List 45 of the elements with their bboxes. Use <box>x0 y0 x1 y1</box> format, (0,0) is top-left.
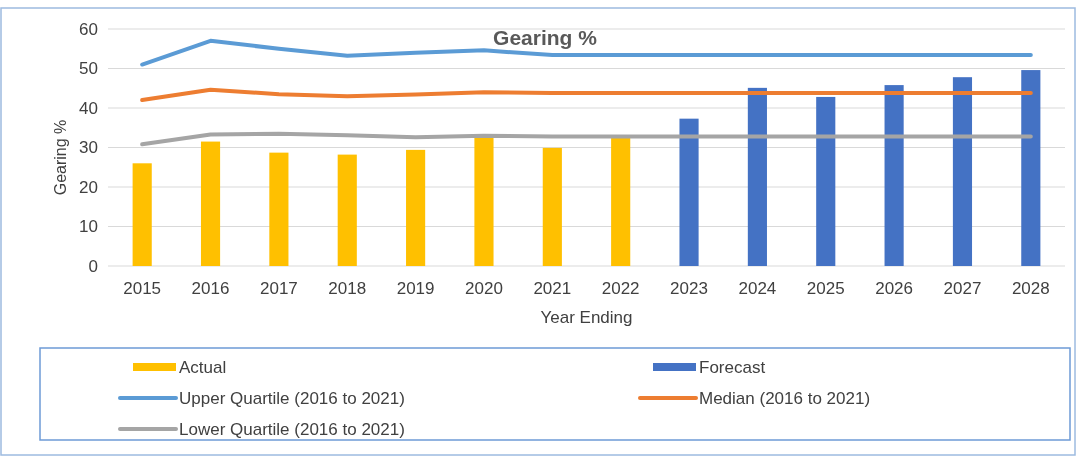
legend-label: Median (2016 to 2021) <box>699 388 871 408</box>
y-tick-label: 20 <box>79 177 98 197</box>
bar <box>132 163 152 266</box>
bar <box>611 138 631 266</box>
bar <box>542 147 562 266</box>
legend-label: Upper Quartile (2016 to 2021) <box>179 388 405 408</box>
y-axis-title: Gearing % <box>52 119 69 196</box>
legend-label: Forecast <box>699 357 766 377</box>
x-tick-label: 2018 <box>328 279 367 298</box>
chart-title: Gearing % <box>493 26 598 49</box>
line-series <box>140 87 1033 103</box>
x-tick-label: 2024 <box>738 279 777 298</box>
x-tick-label: 2021 <box>533 279 572 298</box>
x-tick-label: 2025 <box>806 279 845 298</box>
y-tick-label: 50 <box>79 59 98 79</box>
x-tick-label: 2026 <box>875 279 914 298</box>
y-tick-label: 30 <box>79 138 98 158</box>
x-tick-label: 2020 <box>465 279 503 298</box>
bar <box>337 154 357 266</box>
x-tick-label: 2015 <box>123 279 162 298</box>
y-tick-label: 10 <box>79 217 98 237</box>
bar <box>406 149 426 266</box>
bar <box>200 141 221 266</box>
bar <box>269 152 289 266</box>
x-tick-label: 2022 <box>601 279 640 298</box>
x-tick-label: 2027 <box>943 279 982 298</box>
x-axis-title: Year Ending <box>540 308 633 327</box>
x-tick-label: 2023 <box>670 279 708 298</box>
bar <box>816 96 836 266</box>
y-tick-label: 0 <box>88 256 98 276</box>
bar <box>952 77 973 266</box>
bar <box>474 136 494 266</box>
y-tick-label: 60 <box>79 19 98 39</box>
x-tick-label: 2016 <box>191 279 230 298</box>
y-tick-label: 40 <box>79 98 98 118</box>
legend-label: Lower Quartile (2016 to 2021) <box>179 419 405 439</box>
x-tick-label: 2017 <box>259 279 298 298</box>
x-tick-label: 2019 <box>396 279 435 298</box>
legend-label: Actual <box>179 357 227 377</box>
x-tick-label: 2028 <box>1011 279 1050 298</box>
bar <box>1021 70 1041 266</box>
bar <box>747 87 767 266</box>
bar <box>679 118 699 266</box>
line-series <box>140 131 1033 147</box>
bar <box>884 85 904 266</box>
